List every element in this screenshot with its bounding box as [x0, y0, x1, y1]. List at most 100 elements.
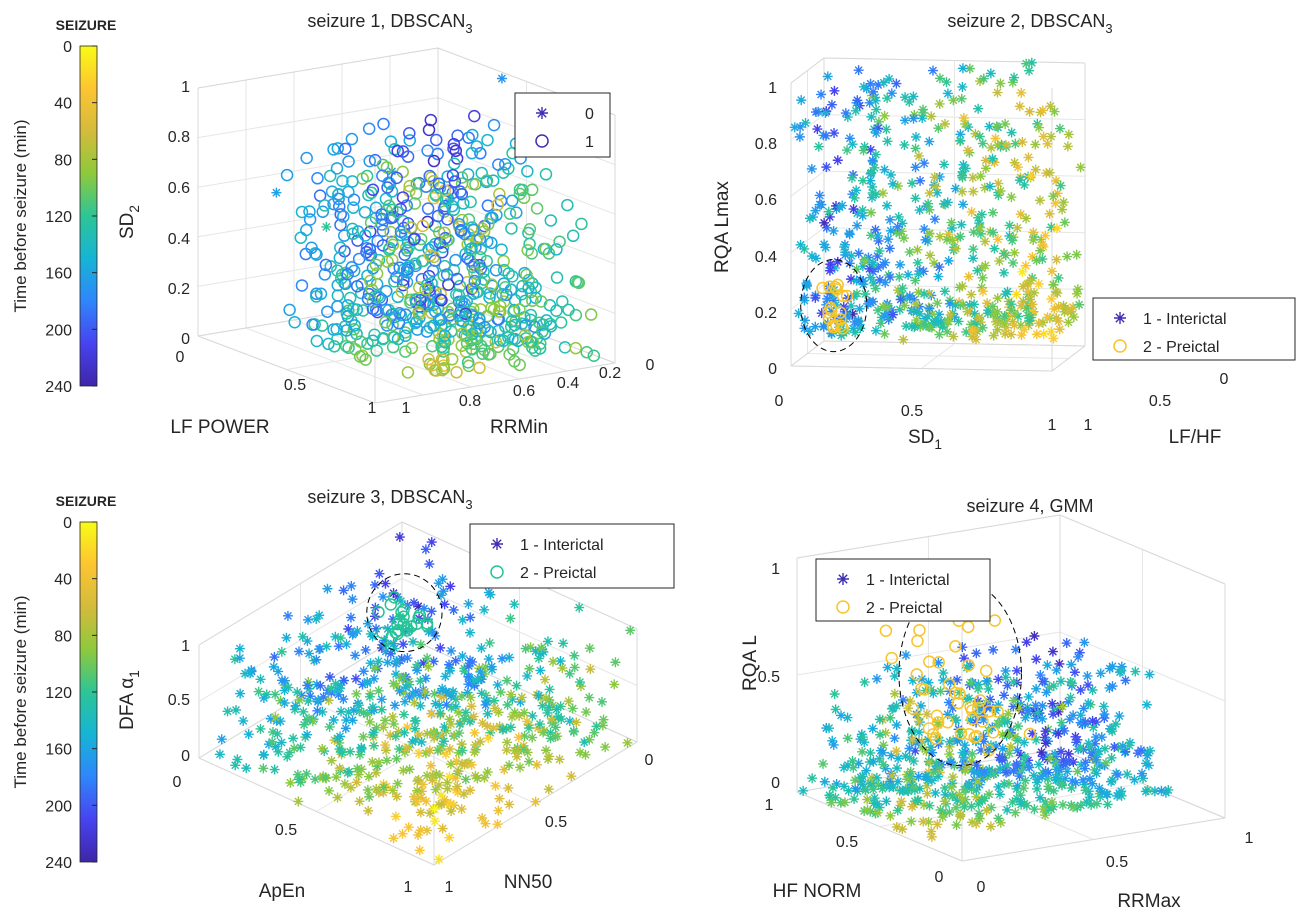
data-point-star — [381, 755, 392, 766]
data-point-star — [575, 681, 586, 692]
data-point-star — [857, 746, 868, 757]
data-point-star — [1046, 797, 1057, 808]
data-point-star — [987, 301, 998, 312]
data-point-star — [483, 587, 494, 598]
data-point-star — [1023, 152, 1034, 163]
data-point-star — [974, 131, 985, 142]
data-point-circle — [474, 147, 487, 160]
data-point-star — [1068, 710, 1079, 721]
data-point-star — [394, 685, 405, 696]
data-point-star — [899, 300, 910, 311]
data-point-star — [908, 113, 919, 124]
data-point-circle — [466, 310, 479, 323]
data-point-star — [438, 736, 449, 747]
axes-box — [796, 514, 1226, 862]
data-point-star — [893, 211, 904, 222]
z-axis-label: RQA L — [740, 635, 761, 691]
data-point-star — [1056, 776, 1067, 787]
data-point-star — [920, 771, 931, 782]
data-point-star — [536, 642, 547, 653]
data-point-star — [997, 729, 1008, 740]
data-point-star — [1047, 698, 1058, 709]
data-point-circle — [396, 191, 410, 204]
legend-star-icon — [1114, 312, 1126, 324]
data-point-star — [915, 175, 926, 186]
axis-edge — [796, 791, 963, 862]
data-point-circle — [303, 205, 316, 218]
data-point-star — [466, 759, 477, 770]
data-point-star — [378, 782, 389, 793]
data-point-star — [952, 795, 963, 806]
data-point-circle — [923, 655, 936, 668]
x-tick-label: 0.5 — [1106, 854, 1128, 871]
data-point-star — [912, 795, 923, 806]
data-point-star — [426, 708, 437, 719]
data-point-circle — [932, 656, 945, 669]
data-point-circle — [384, 598, 398, 611]
data-point-star — [969, 308, 980, 319]
y-tick-label: 0 — [645, 752, 654, 769]
data-point-star — [990, 316, 1001, 327]
data-point-star — [538, 646, 549, 657]
data-point-circle — [376, 212, 389, 226]
data-point-star — [901, 321, 912, 332]
data-point-star — [1021, 637, 1032, 648]
data-point-star — [891, 227, 902, 238]
data-point-star — [934, 735, 945, 746]
data-point-star — [415, 676, 426, 687]
data-point-star — [863, 252, 874, 263]
data-point-star — [482, 721, 493, 732]
data-point-circle — [498, 158, 512, 171]
data-point-circle — [384, 135, 398, 148]
data-point-star — [995, 141, 1006, 152]
data-point-star — [862, 794, 873, 805]
data-point-star — [463, 660, 474, 671]
data-point-circle — [397, 610, 410, 623]
data-point-star — [388, 588, 399, 599]
data-point-star — [877, 783, 888, 794]
data-point-star — [1015, 300, 1026, 311]
data-point-star — [895, 800, 906, 811]
data-point-star — [1000, 140, 1011, 151]
data-point-star — [985, 694, 996, 705]
data-point-star — [467, 656, 478, 667]
data-point-star — [933, 771, 944, 782]
data-point-star — [364, 691, 375, 702]
data-point-star — [885, 169, 896, 180]
y-tick-label: 0 — [935, 869, 944, 886]
data-point-star — [1071, 737, 1082, 748]
data-point-circle — [340, 339, 353, 353]
data-point-star — [467, 677, 478, 688]
data-point-star — [437, 730, 448, 741]
data-point-circle — [949, 640, 962, 653]
data-point-star — [381, 639, 392, 650]
data-point-star — [1053, 706, 1064, 717]
data-point-circle — [467, 223, 480, 237]
data-point-star — [1032, 777, 1043, 788]
data-point-star — [419, 603, 430, 614]
data-point-star — [925, 742, 936, 753]
data-point-star — [904, 743, 915, 754]
data-point-star — [922, 311, 933, 322]
data-point-star — [1037, 676, 1048, 687]
legend-circle-icon — [490, 565, 504, 579]
data-point-circle — [438, 226, 451, 239]
data-point-star — [333, 689, 344, 700]
data-point-star — [848, 291, 859, 302]
data-point-star — [267, 727, 278, 738]
data-point-circle — [462, 131, 475, 145]
data-point-star — [840, 247, 851, 258]
data-point-star — [1062, 141, 1073, 152]
data-point-star — [509, 707, 520, 718]
legend-star-icon — [491, 538, 503, 550]
data-point-star — [894, 304, 905, 315]
data-point-circle — [911, 634, 924, 648]
data-point-circle — [347, 264, 361, 278]
data-point-star — [849, 192, 860, 203]
data-point-star — [1057, 799, 1068, 810]
data-point-circle — [330, 162, 344, 175]
data-point-star — [984, 121, 995, 132]
data-point-star — [1007, 235, 1018, 246]
